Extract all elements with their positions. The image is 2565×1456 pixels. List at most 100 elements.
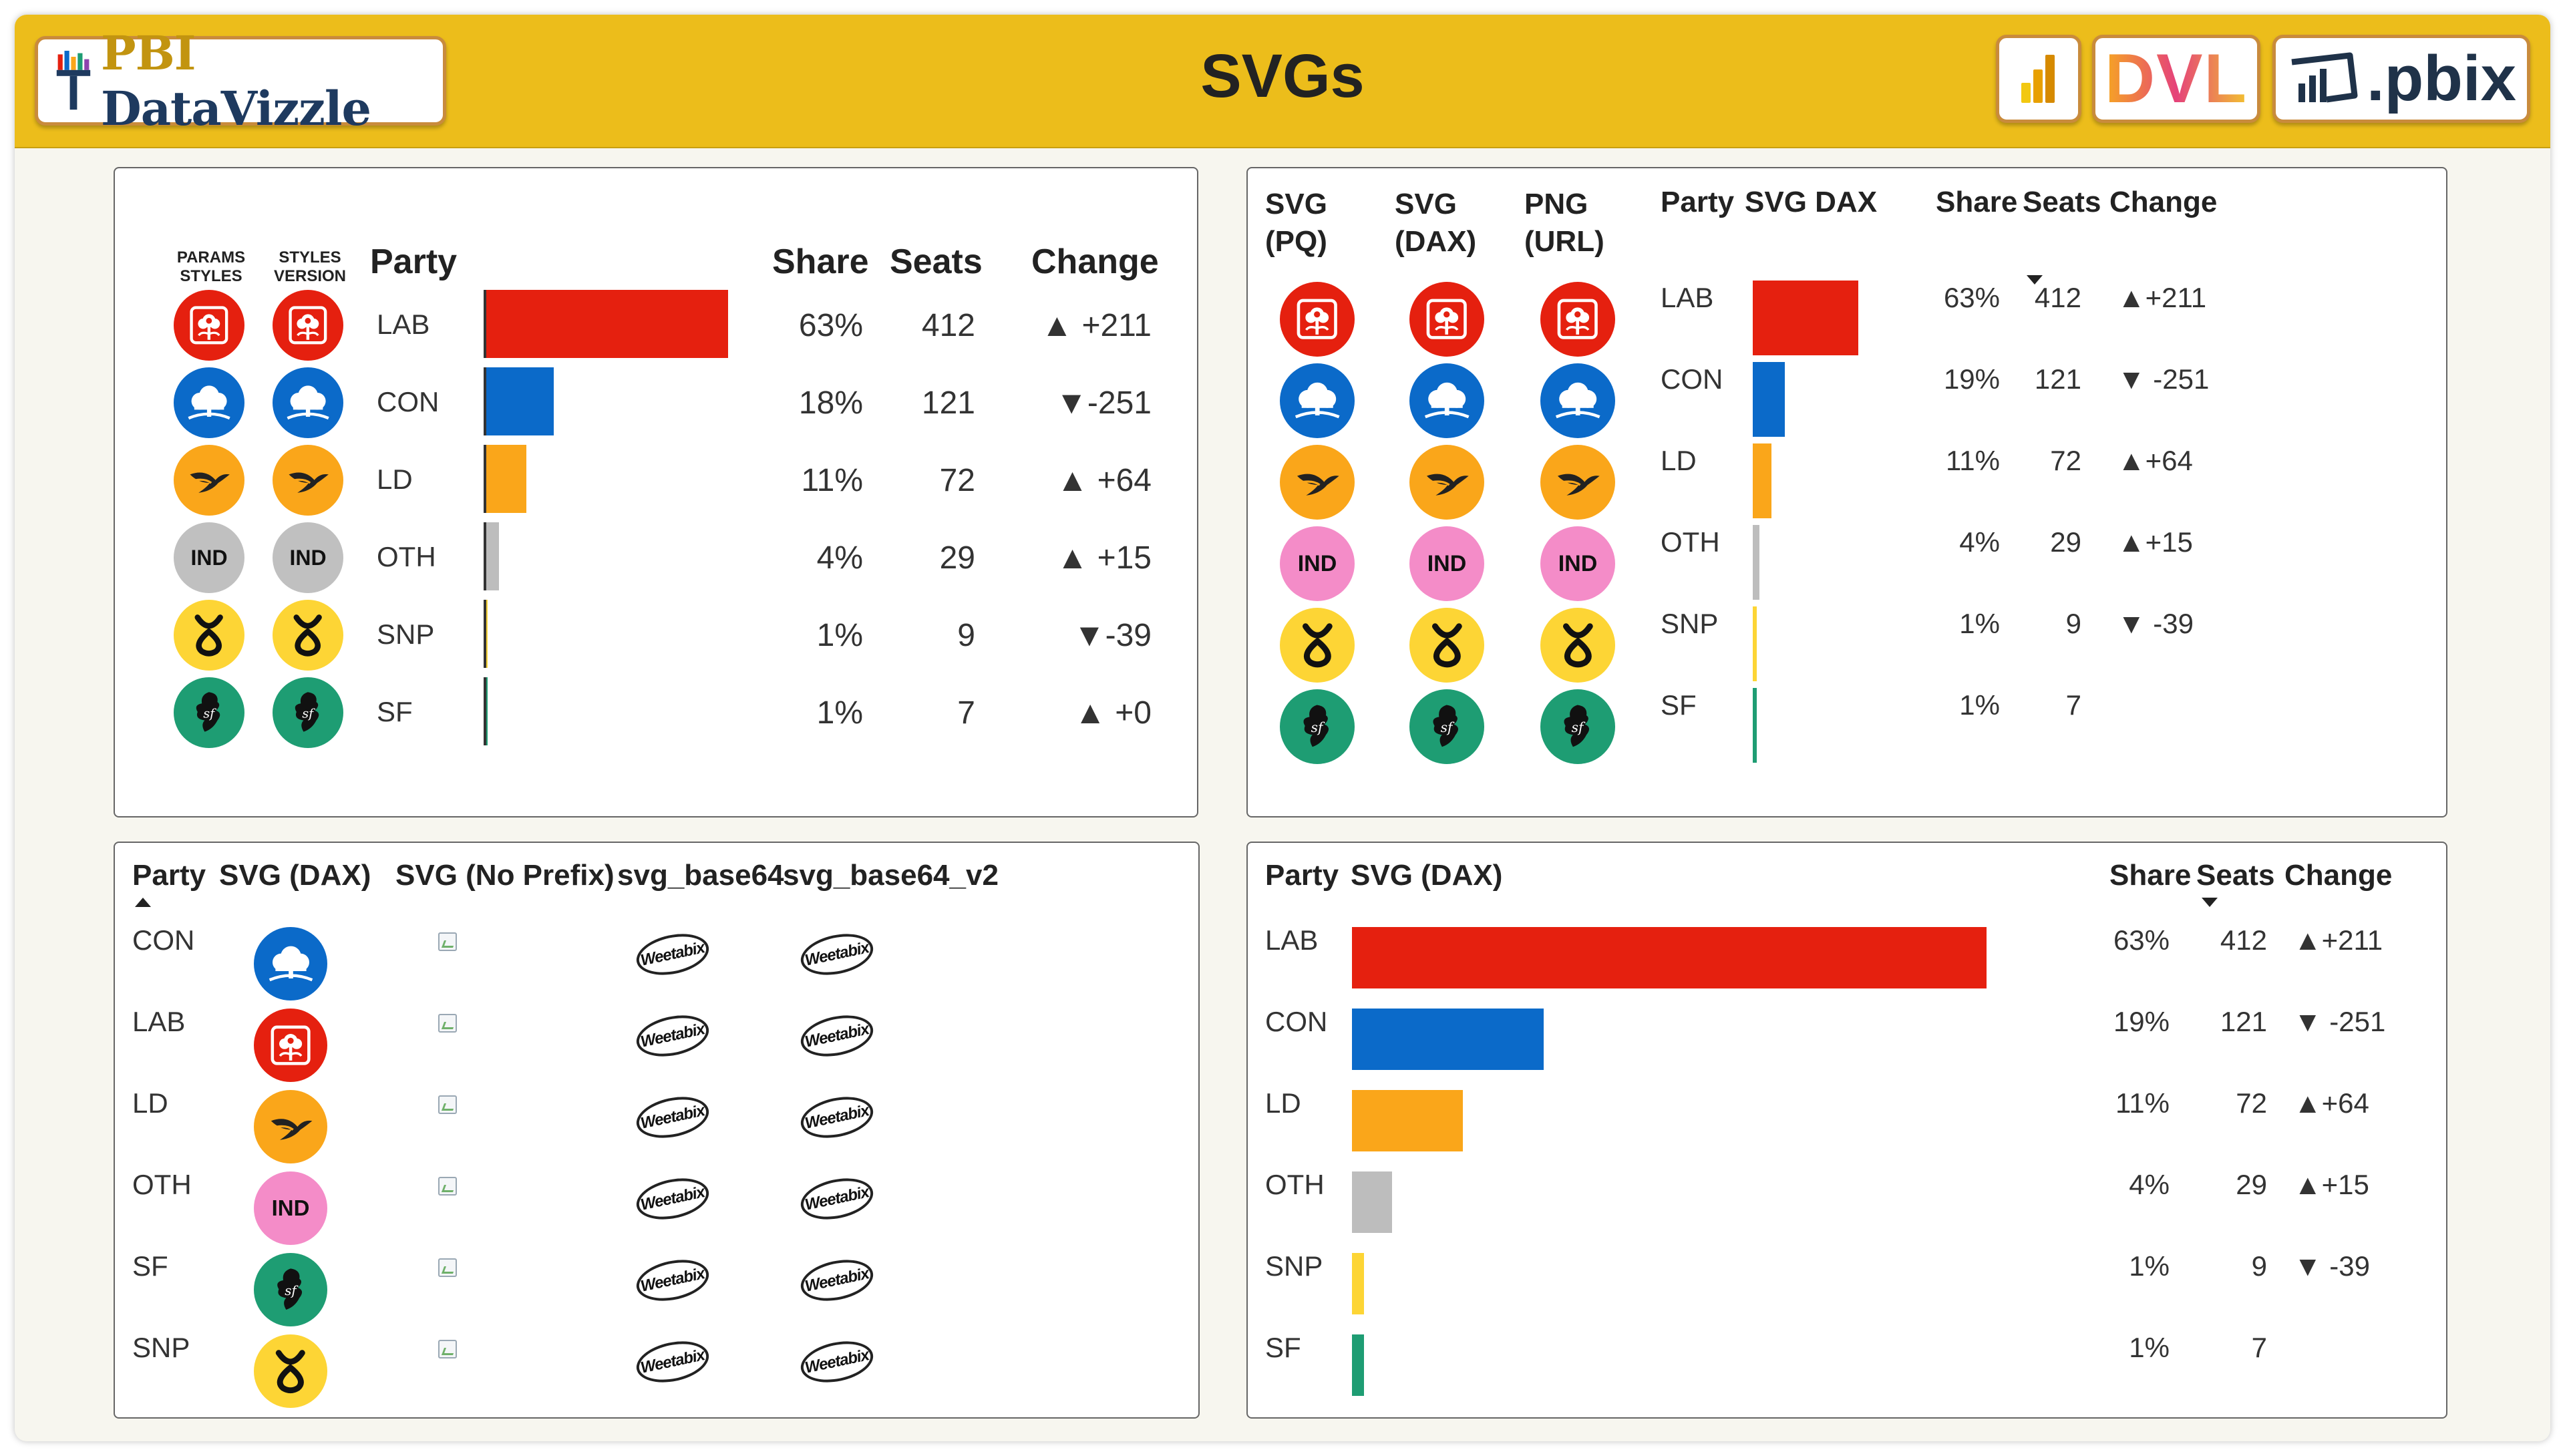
party-label: SNP	[132, 1332, 190, 1363]
header-seats[interactable]: Seats	[2196, 859, 2275, 892]
header-svg-no-prefix[interactable]: SVG (No Prefix)	[395, 859, 615, 892]
header-svg-pq[interactable]: SVG (PQ)	[1265, 188, 1327, 258]
seats-value: 7	[957, 695, 975, 731]
seats-value: 412	[921, 308, 975, 343]
pbix-logo[interactable]: .pbix	[2272, 35, 2530, 123]
pbix-bars-icon	[2291, 52, 2358, 103]
broken-image-icon	[438, 932, 457, 951]
share-bar	[484, 445, 526, 513]
share-bar	[1352, 1253, 1364, 1314]
party-label: SF	[1265, 1332, 1301, 1363]
change-value: ▼-39	[1073, 618, 1152, 653]
page-title: SVGs	[1200, 42, 1365, 110]
change-value: ▲+15	[2294, 1169, 2369, 1200]
change-value: ▼-251	[1055, 385, 1152, 421]
share-bar	[1753, 362, 1785, 437]
sf-icon-params: sf	[174, 677, 244, 748]
snp-icon-png	[1540, 608, 1615, 683]
seats-value: 29	[939, 540, 975, 576]
party-label: LD	[1661, 445, 1697, 476]
party-label: LAB	[132, 1006, 186, 1037]
seats-value: 7	[2251, 1332, 2267, 1363]
weetabix-logo-icon: Weetabix	[797, 1009, 877, 1063]
header-share[interactable]: Share	[772, 242, 869, 281]
header-share[interactable]: Share	[2109, 859, 2192, 892]
header-svg-dax[interactable]: SVG (DAX)	[1351, 859, 1503, 892]
header-svg-dax[interactable]: SVG (DAX)	[219, 859, 371, 892]
change-value: ▲+15	[2117, 526, 2193, 558]
party-label: SNP	[1661, 608, 1719, 639]
header-svg-dax-bar[interactable]: SVG DAX	[1745, 186, 1878, 218]
seats-value: 412	[2220, 924, 2267, 956]
share-bar	[484, 522, 500, 590]
header-styles-version[interactable]: STYLES VERSION	[273, 248, 347, 285]
header-params-styles[interactable]: PARAMS STYLES	[176, 248, 246, 285]
party-label: CON	[1661, 363, 1723, 395]
share-value: 1%	[1959, 608, 2000, 639]
header-change[interactable]: Change	[1031, 242, 1159, 281]
powerbi-icon[interactable]	[1996, 35, 2081, 123]
ind-icon-png: IND	[1540, 526, 1615, 601]
header-change[interactable]: Change	[2284, 859, 2393, 892]
sf-icon-dax: sf	[254, 1253, 327, 1326]
header-change[interactable]: Change	[2109, 186, 2218, 218]
change-value: ▲+64	[2117, 445, 2193, 476]
share-value: 1%	[816, 695, 863, 731]
header-svg-base64-v2[interactable]: svg_base64_v2	[783, 859, 999, 892]
rose-icon-styles	[273, 290, 343, 361]
sf-icon-png: sf	[1540, 689, 1615, 764]
panel-svg-sources: SVG (PQ) SVG (DAX) PNG (URL) Party SVG DAX …	[1246, 167, 2447, 817]
share-value: 4%	[1959, 526, 2000, 558]
rose-icon-dax	[1409, 282, 1484, 357]
change-value: ▼ -251	[2294, 1006, 2386, 1037]
party-label: LD	[1265, 1087, 1301, 1119]
dvl-logo[interactable]: DVL	[2092, 35, 2260, 123]
party-label: OTH	[1265, 1169, 1325, 1200]
pbi-datavizzle-logo[interactable]: PBI DataVizzle	[35, 25, 446, 136]
bird-icon-png	[1540, 445, 1615, 520]
share-value: 63%	[2113, 924, 2170, 956]
sort-desc-icon[interactable]	[2027, 275, 2043, 285]
party-label: SF	[377, 696, 413, 727]
sf-icon-pq: sf	[1280, 689, 1355, 764]
tree-icon-png	[1540, 363, 1615, 438]
header-party[interactable]: Party	[132, 859, 206, 892]
header-png-url[interactable]: PNG (URL)	[1524, 188, 1604, 258]
svg-text:sf: sf	[1572, 719, 1586, 735]
sf-icon-styles: sf	[273, 677, 343, 748]
share-bar	[1753, 606, 1757, 681]
rose-icon-png	[1540, 282, 1615, 357]
weetabix-logo-icon: Weetabix	[633, 1091, 713, 1144]
sort-desc-icon[interactable]	[2202, 898, 2218, 907]
share-value: 63%	[1943, 282, 2000, 313]
party-label: OTH	[132, 1169, 192, 1200]
header-party[interactable]: Party	[1661, 186, 1735, 218]
share-bar	[1352, 1334, 1364, 1396]
ind-icon-dax: IND	[1409, 526, 1484, 601]
change-value: ▲ +0	[1074, 695, 1152, 731]
rose-icon-pq	[1280, 282, 1355, 357]
weetabix-logo-icon: Weetabix	[797, 1091, 877, 1144]
weetabix-logo-icon: Weetabix	[797, 928, 877, 981]
rose-icon-dax	[254, 1009, 327, 1082]
header-party[interactable]: Party	[1265, 859, 1339, 892]
ind-icon-dax: IND	[254, 1171, 327, 1245]
header-seats[interactable]: Seats	[890, 242, 983, 281]
weetabix-logo-icon: Weetabix	[633, 1335, 713, 1389]
broken-image-icon	[438, 1340, 457, 1358]
panel-bar-table: Party SVG (DAX) Share Seats Change LAB 63…	[1246, 842, 2447, 1419]
snp-icon-dax	[254, 1334, 327, 1408]
ind-icon-styles: IND	[273, 522, 343, 593]
header-party[interactable]: Party	[370, 242, 458, 281]
rose-icon-params	[174, 290, 244, 361]
bird-icon-styles	[273, 445, 343, 516]
sort-asc-icon[interactable]	[135, 898, 151, 907]
share-value: 4%	[2129, 1169, 2170, 1200]
party-label: SNP	[377, 618, 435, 650]
header-svg-dax[interactable]: SVG (DAX)	[1395, 188, 1477, 258]
header-seats[interactable]: Seats	[2023, 186, 2101, 218]
seats-value: 121	[2034, 363, 2081, 395]
weetabix-logo-icon: Weetabix	[633, 1172, 713, 1226]
header-share[interactable]: Share	[1936, 186, 2018, 218]
header-svg-base64[interactable]: svg_base64	[617, 859, 784, 892]
